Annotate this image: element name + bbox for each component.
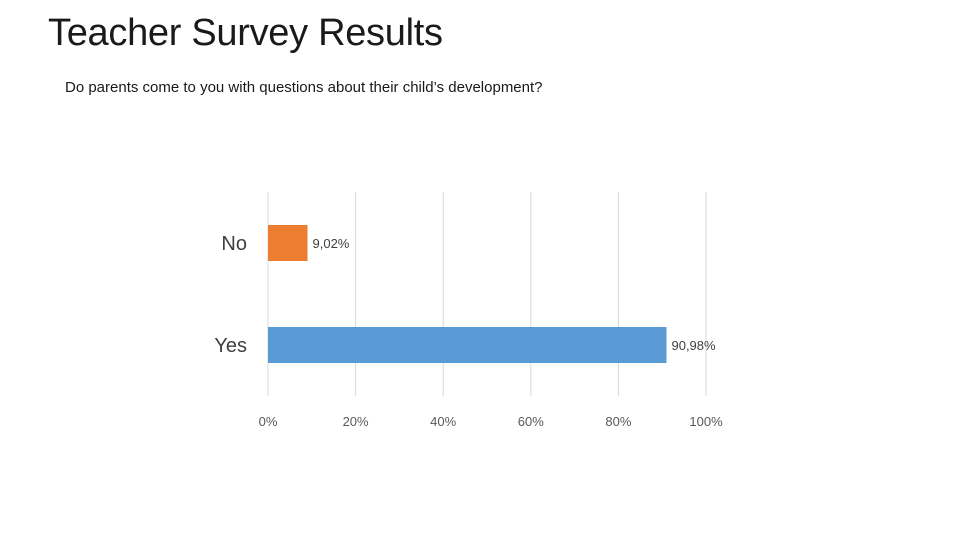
data-label-yes: 90,98% [671, 338, 716, 353]
bars [268, 225, 667, 363]
slide-title: Teacher Survey Results [48, 12, 443, 54]
data-labels: 9,02% 90,98% [313, 236, 717, 353]
bar-yes [268, 327, 667, 363]
x-tick-label: 40% [430, 414, 456, 429]
x-tick-label: 0% [259, 414, 278, 429]
chart-title: Do parents come to you with questions ab… [65, 79, 543, 96]
category-label-yes: Yes [214, 335, 247, 357]
tick-labels: 0% 20% 40% 60% 80% 100% [259, 414, 723, 429]
data-label-no: 9,02% [313, 236, 350, 251]
category-labels: No Yes [214, 233, 247, 357]
category-label-no: No [221, 233, 247, 255]
gridlines [267, 192, 707, 396]
x-tick-label: 60% [518, 414, 544, 429]
x-tick-label: 100% [689, 414, 723, 429]
x-tick-label: 80% [605, 414, 631, 429]
bar-no [268, 225, 308, 261]
x-tick-label: 20% [343, 414, 369, 429]
